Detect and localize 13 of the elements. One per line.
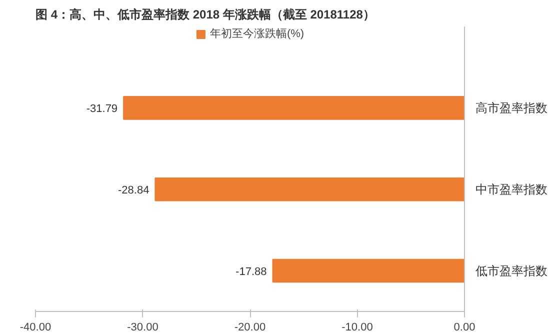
data-label: -31.79 xyxy=(86,102,118,115)
data-label: -17.88 xyxy=(236,266,267,278)
x-tick-label: -10.00 xyxy=(342,322,373,333)
chart-title: 图 4：高、中、低市盈率指数 2018 年涨跌幅（截至 20181128） xyxy=(36,8,375,22)
x-tick-label: -30.00 xyxy=(127,322,158,333)
x-tick-label: -20.00 xyxy=(234,322,266,333)
legend-label: 年初至今涨跌幅(%) xyxy=(210,26,304,41)
y-tick-label: 低市盈率指数 xyxy=(476,264,548,278)
x-tick-label: -40.00 xyxy=(20,322,52,333)
y-tick-label: 高市盈率指数 xyxy=(476,100,548,115)
y-tick-label: 中市盈率指数 xyxy=(476,182,548,196)
x-tick-label: 0.00 xyxy=(454,322,476,333)
data-label: -28.84 xyxy=(118,184,150,196)
